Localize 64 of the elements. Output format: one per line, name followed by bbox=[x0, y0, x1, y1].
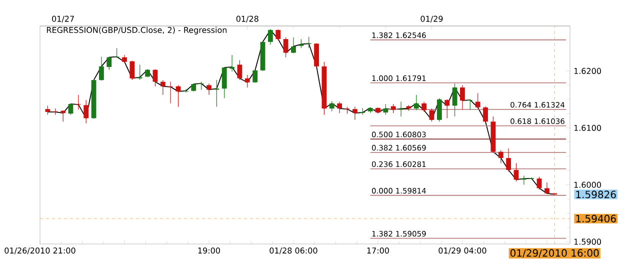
candlestick bbox=[536, 176, 542, 190]
candlestick bbox=[114, 48, 120, 58]
x-tick-label: 01/29 04:00 bbox=[438, 248, 486, 254]
y-tick-label: 1.6000 bbox=[574, 182, 601, 188]
candlestick bbox=[452, 83, 458, 117]
candlestick bbox=[444, 99, 450, 118]
candlestick bbox=[337, 101, 342, 114]
x2-tick-label: 01/28 bbox=[236, 16, 258, 22]
x-tick-label: 17:00 bbox=[367, 248, 389, 254]
candlestick bbox=[76, 94, 81, 110]
candlestick bbox=[390, 104, 396, 114]
candlestick bbox=[429, 108, 434, 122]
candlestick bbox=[130, 60, 135, 80]
candlestick bbox=[498, 150, 504, 164]
candlestick bbox=[84, 100, 89, 124]
candlestick bbox=[222, 67, 227, 99]
chart-title: REGRESSION(GBP/USD.Close, 2) - Regression bbox=[46, 26, 227, 35]
candlestick bbox=[460, 84, 465, 110]
candlestick bbox=[291, 37, 296, 54]
ref-line-label: 01/29/2010 16:00 bbox=[510, 249, 599, 258]
x2-tick-label: 01/27 bbox=[52, 16, 74, 22]
y-tick-label: 1.6200 bbox=[574, 68, 601, 74]
candlestick bbox=[160, 80, 166, 96]
candlestick bbox=[276, 29, 281, 41]
candlestick bbox=[436, 98, 442, 122]
candlestick bbox=[298, 38, 304, 48]
candlestick bbox=[306, 36, 312, 48]
candlestick bbox=[244, 74, 250, 88]
x-tick-label: 01/26/2010 21:00 bbox=[4, 248, 76, 254]
ref-line-label: 1.59406 bbox=[576, 214, 616, 222]
candlestick bbox=[514, 162, 519, 182]
candlestick bbox=[214, 80, 220, 108]
candlestick bbox=[314, 42, 319, 68]
candlestick bbox=[521, 175, 526, 186]
candlestick bbox=[283, 37, 288, 58]
candlestick bbox=[544, 182, 550, 194]
candlestick bbox=[45, 105, 50, 116]
candlestick bbox=[237, 60, 242, 80]
candlestick bbox=[183, 88, 188, 93]
text: 1.59826 bbox=[576, 190, 616, 198]
candlestick bbox=[68, 103, 74, 116]
candlestick bbox=[137, 64, 142, 80]
y-tick-label: 1.5900 bbox=[574, 238, 601, 245]
candlestick bbox=[483, 106, 488, 124]
candlestick bbox=[352, 106, 358, 120]
x-tick-label: 19:00 bbox=[198, 248, 220, 254]
x2-tick-label: 01/29 bbox=[420, 16, 443, 22]
candlestick bbox=[398, 101, 404, 117]
candlestick bbox=[152, 68, 158, 87]
candlestick bbox=[506, 148, 511, 172]
candlestick bbox=[414, 94, 419, 111]
candlestick bbox=[252, 70, 258, 84]
candlestick bbox=[168, 81, 174, 104]
x-tick-label: 01/28 06:00 bbox=[270, 248, 318, 254]
candlestick bbox=[475, 92, 480, 109]
candlestick bbox=[422, 101, 427, 112]
candlestick bbox=[268, 29, 273, 46]
y-tick-label: 1.6100 bbox=[574, 124, 601, 131]
candlestick bbox=[99, 56, 104, 81]
candlestick bbox=[206, 83, 212, 96]
candlestick bbox=[329, 100, 334, 112]
candlestick bbox=[106, 56, 112, 70]
candlestick bbox=[468, 99, 473, 110]
candlestick bbox=[383, 104, 388, 116]
